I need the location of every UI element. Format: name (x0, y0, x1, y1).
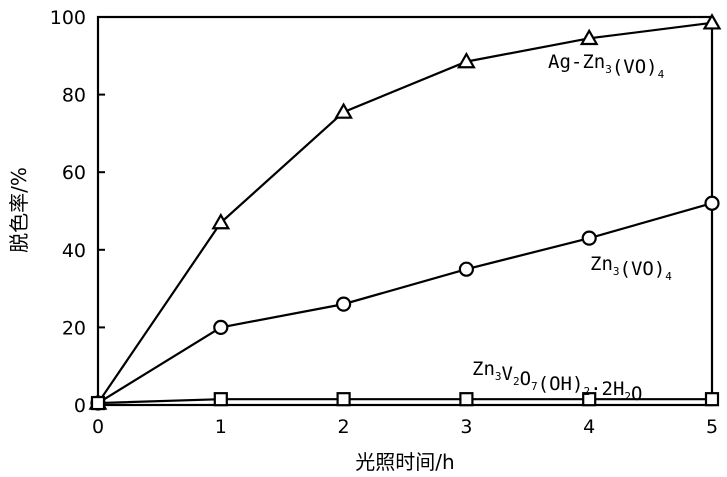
series-lines (97, 21, 713, 405)
data-point-square (459, 392, 474, 407)
data-point-square (336, 392, 351, 407)
data-point-triangle (579, 28, 599, 46)
x-tick-label: 3 (460, 416, 472, 438)
data-point-triangle (702, 13, 722, 30)
series-label-zn3vo4: Zn3(VO)4 (590, 253, 672, 283)
data-point-square (704, 392, 720, 407)
y-tick-label: 60 (62, 162, 86, 184)
data-point-circle (213, 319, 229, 335)
x-tick-label: 2 (338, 416, 350, 438)
data-point-triangle (457, 51, 476, 69)
x-tick-label: 4 (583, 416, 595, 438)
x-tick-label: 0 (92, 416, 104, 438)
data-point-circle (458, 261, 474, 277)
series-markers (88, 13, 722, 411)
data-point-square (213, 392, 228, 407)
y-tick-label: 0 (74, 395, 86, 417)
series-line-triangle (97, 21, 713, 404)
data-point-square (90, 395, 106, 411)
data-point-triangle (334, 102, 353, 119)
data-point-triangle (211, 212, 231, 230)
x-tick-label: 5 (706, 416, 718, 438)
y-tick-label: 20 (62, 317, 86, 339)
series-label-zn3v2o7: Zn3V2O7(OH)2·2H2O (472, 358, 643, 405)
y-tick-label: 40 (62, 240, 86, 262)
series-label-ag-zn3vo4: Ag-Zn3(VO)4 (548, 51, 665, 81)
data-point-circle (336, 296, 352, 312)
data-point-circle (704, 195, 720, 211)
plot-frame (96, 15, 714, 407)
x-axis-ticks: 0 1 2 3 4 5 (92, 398, 718, 438)
data-point-square (582, 392, 597, 407)
data-point-circle (581, 230, 597, 246)
plot-border (96, 15, 714, 407)
x-tick-label: 1 (215, 416, 227, 438)
series-line-square (97, 398, 712, 405)
y-tick-label: 100 (50, 7, 86, 29)
x-axis-label: 光照时间/h (355, 450, 454, 474)
series-line-circle (97, 202, 713, 404)
y-tick-label: 80 (62, 85, 86, 107)
y-axis-ticks: 0 20 40 60 80 100 (50, 7, 105, 417)
y-axis-label: 脱色率/% (7, 167, 31, 253)
